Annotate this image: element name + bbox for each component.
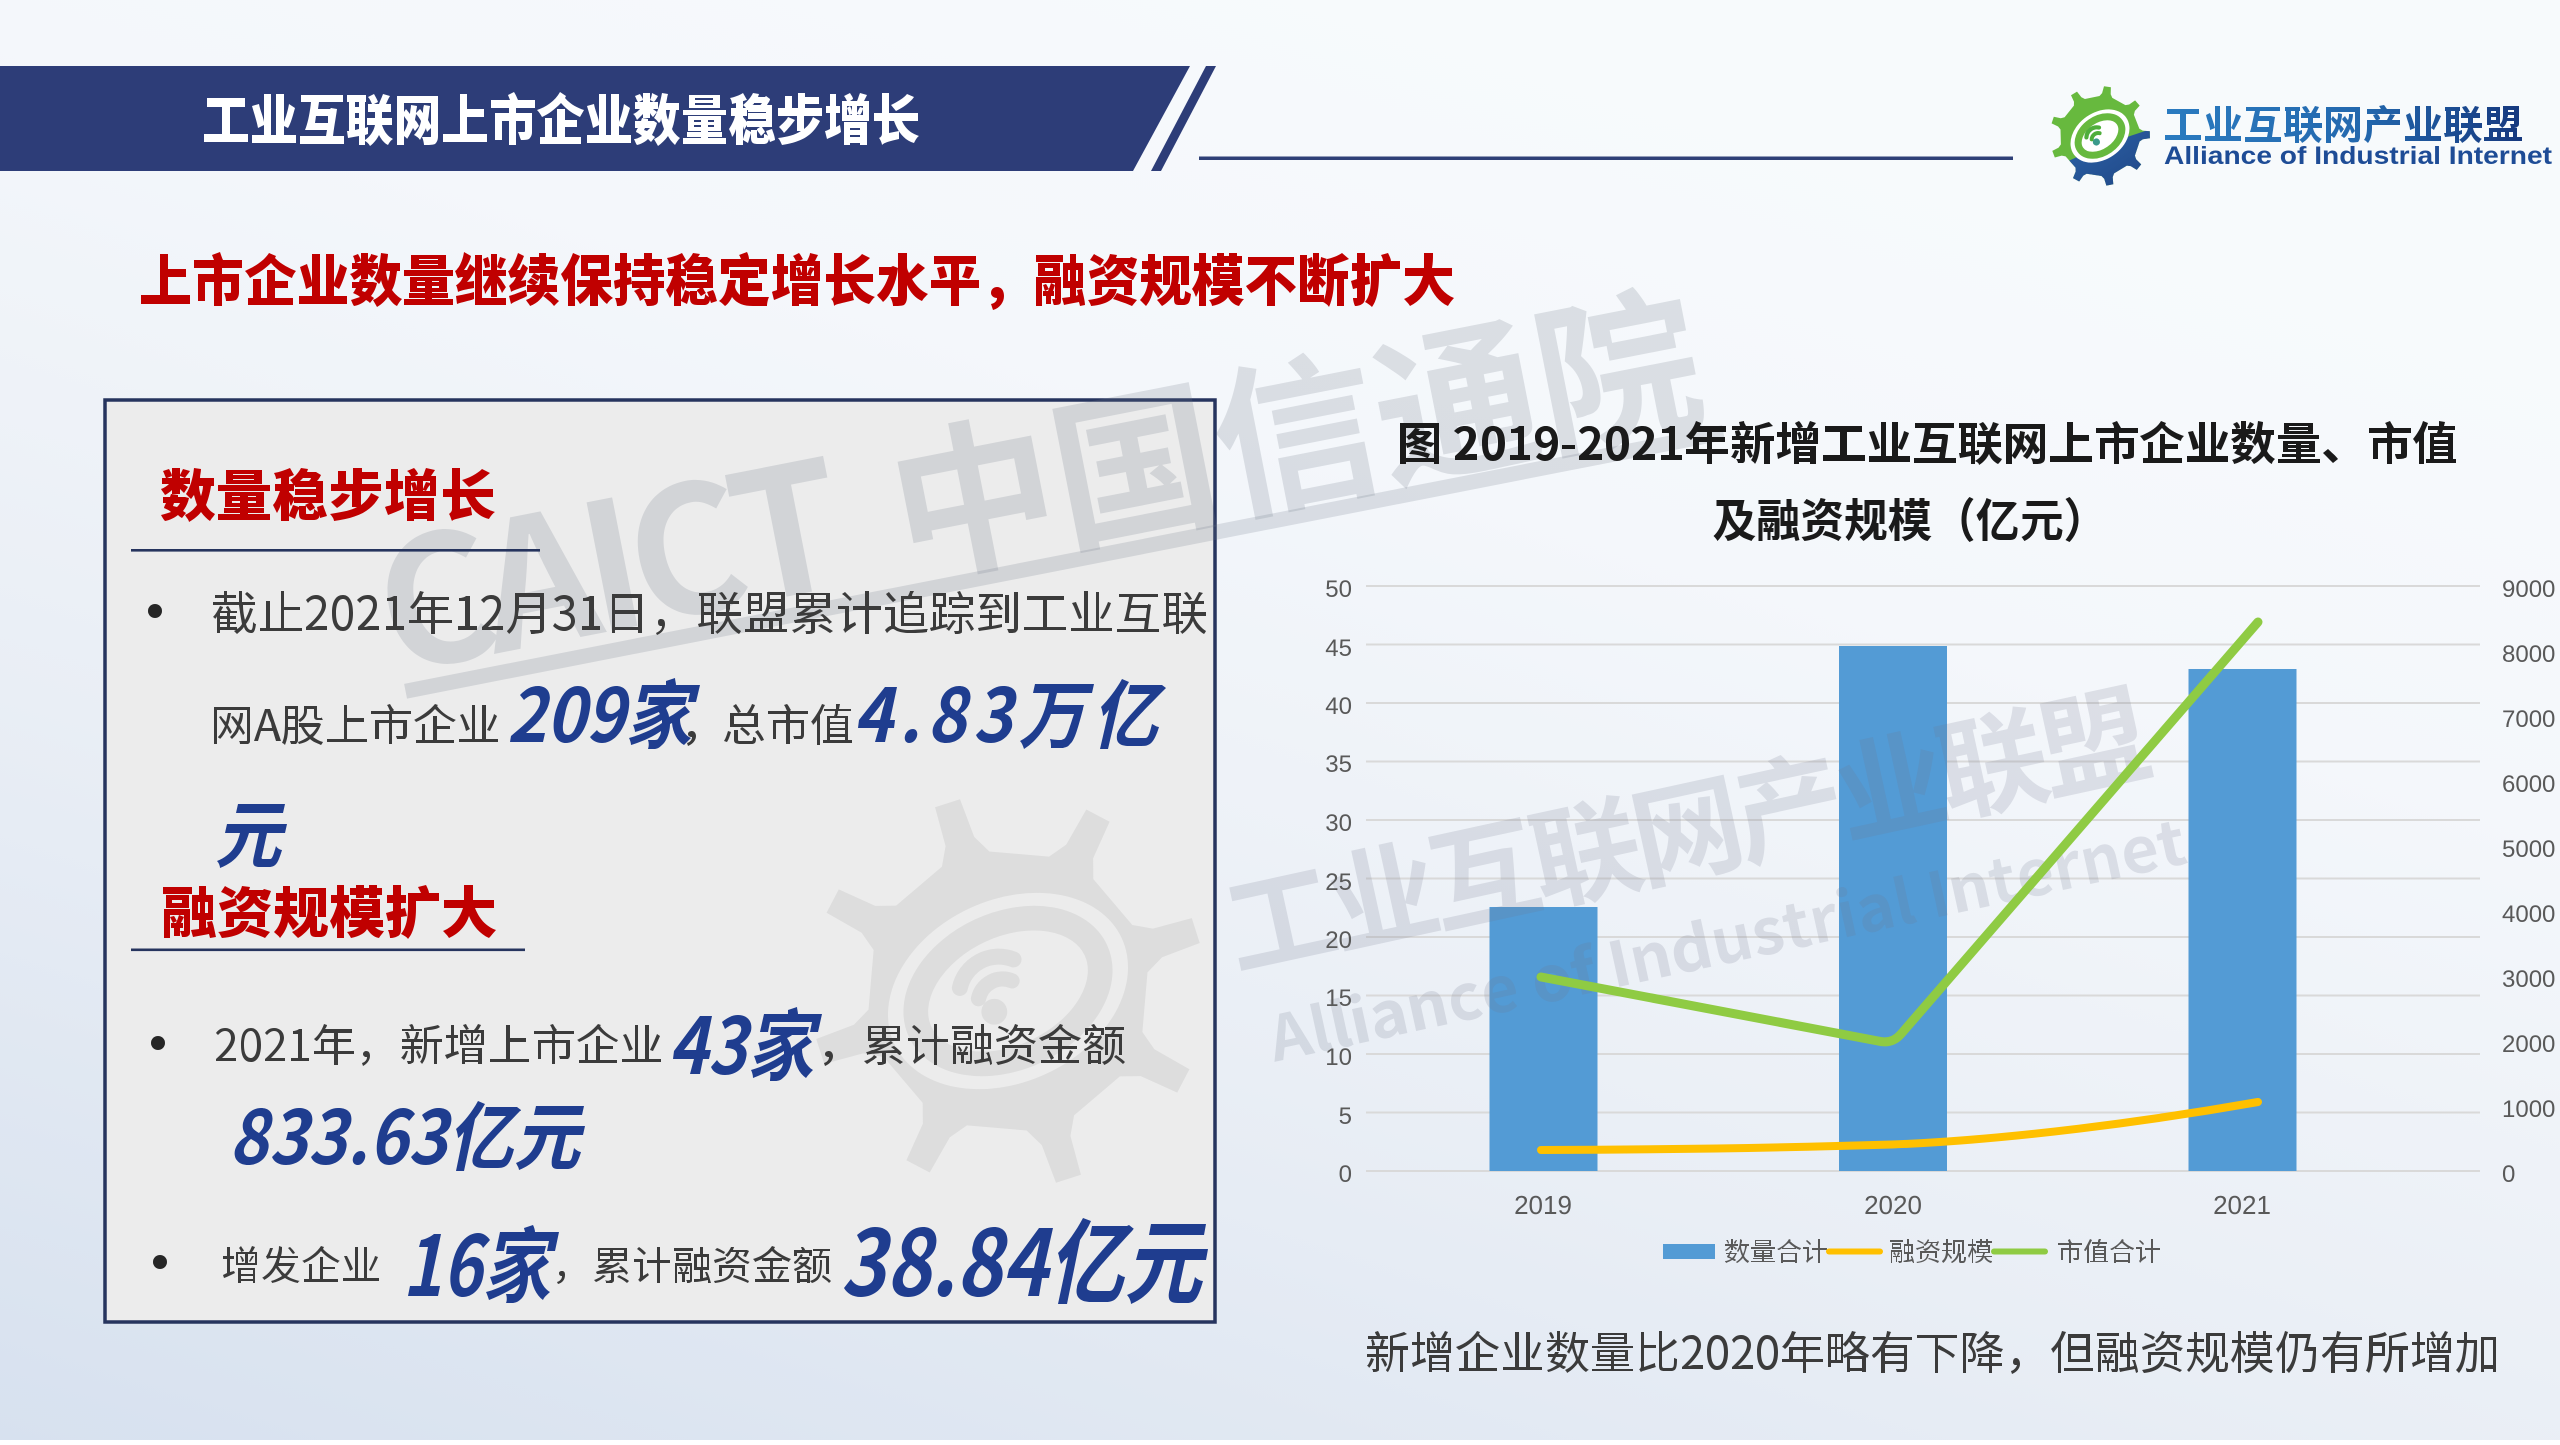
svg-text:30: 30: [1325, 810, 1352, 837]
svg-text:45: 45: [1325, 635, 1352, 662]
svg-text:10: 10: [1325, 1044, 1352, 1071]
svg-text:2019: 2019: [1514, 1190, 1572, 1220]
svg-text:9000: 9000: [2502, 576, 2555, 603]
svg-text:2000: 2000: [2502, 1031, 2555, 1058]
svg-text:20: 20: [1325, 927, 1352, 954]
svg-text:5: 5: [1339, 1103, 1352, 1130]
svg-text:7000: 7000: [2502, 706, 2555, 733]
svg-text:0: 0: [2502, 1161, 2515, 1188]
svg-text:Alliance of Industrial Interne: Alliance of Industrial Internet: [2164, 142, 2553, 170]
svg-text:35: 35: [1325, 751, 1352, 778]
svg-text:25: 25: [1325, 869, 1352, 896]
svg-text:3000: 3000: [2502, 966, 2555, 993]
svg-text:50: 50: [1325, 576, 1352, 603]
svg-text:15: 15: [1325, 985, 1352, 1012]
svg-text:0: 0: [1339, 1161, 1352, 1188]
svg-text:8000: 8000: [2502, 641, 2555, 668]
svg-text:40: 40: [1325, 693, 1352, 720]
svg-text:5000: 5000: [2502, 836, 2555, 863]
svg-text:6000: 6000: [2502, 771, 2555, 798]
svg-text:2021: 2021: [2213, 1190, 2271, 1220]
svg-text:1000: 1000: [2502, 1096, 2555, 1123]
svg-text:4000: 4000: [2502, 901, 2555, 928]
svg-text:2020: 2020: [1864, 1190, 1922, 1220]
